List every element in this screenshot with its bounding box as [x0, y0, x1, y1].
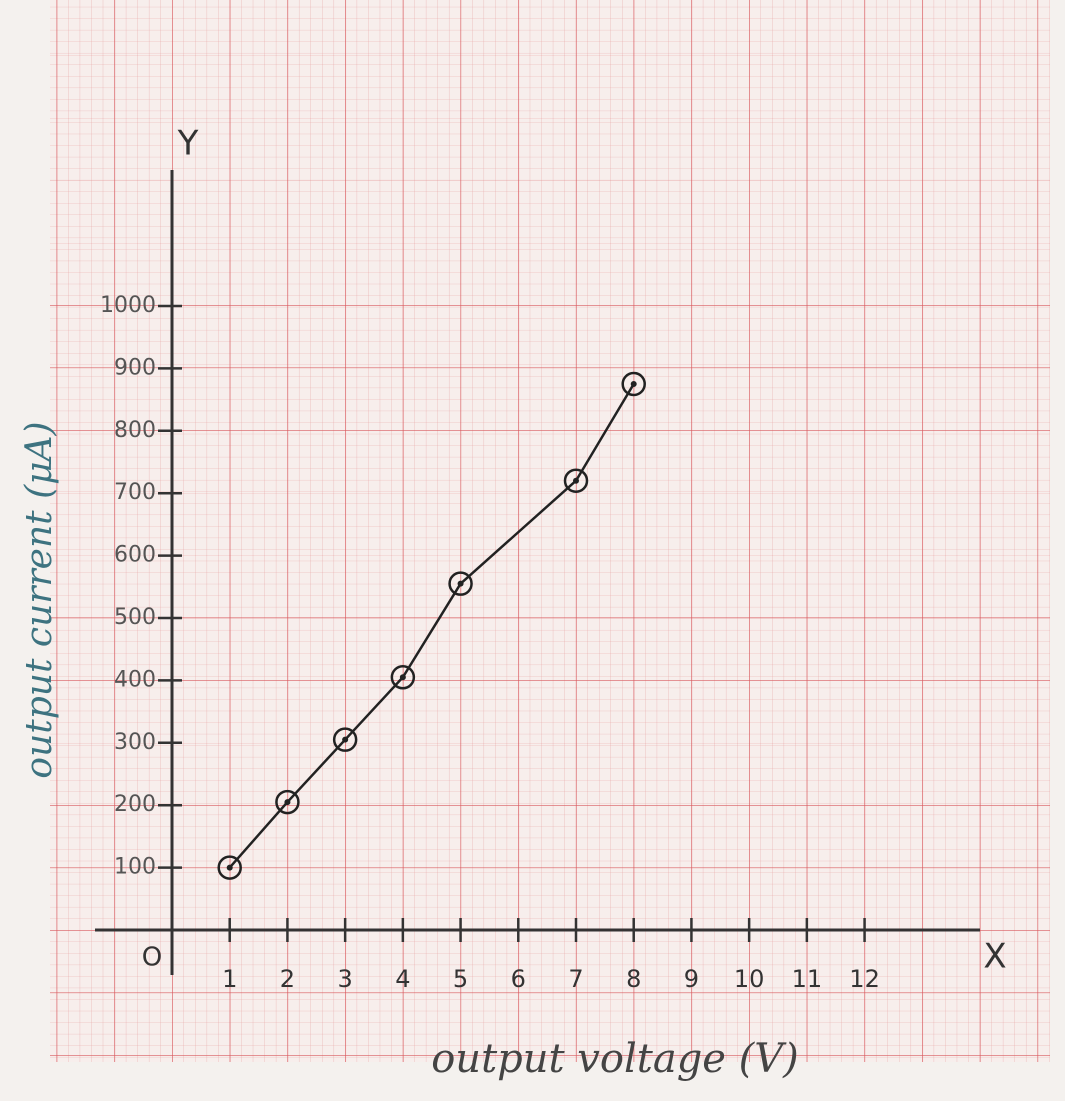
data-dot	[631, 381, 637, 387]
x-tick-label: 12	[849, 965, 880, 993]
y-tick-label: 700	[114, 480, 156, 505]
x-axis-name: X	[983, 937, 1006, 977]
page: Y X O output voltage (V) output current …	[0, 0, 1065, 1101]
x-tick-label: 11	[792, 965, 823, 993]
x-tick-label: 7	[568, 965, 583, 993]
y-tick-label: 600	[114, 543, 156, 568]
data-dot	[284, 799, 290, 805]
data-dot	[400, 674, 406, 680]
data-dot	[458, 581, 464, 587]
x-axis-label: output voltage (V)	[431, 1036, 799, 1082]
y-tick-label: 300	[114, 730, 156, 755]
graph-paper-major	[50, 0, 1050, 1062]
data-dot	[342, 737, 348, 743]
x-tick-label: 9	[684, 965, 699, 993]
y-tick-label: 200	[114, 792, 156, 817]
y-axis-name: Y	[177, 124, 199, 164]
data-dot	[573, 478, 579, 484]
y-axis-label: output current (μA)	[19, 421, 60, 778]
x-tick-label: 4	[395, 965, 410, 993]
y-tick-label: 1000	[100, 293, 156, 318]
y-tick-label: 800	[114, 418, 156, 443]
y-tick-label: 500	[114, 605, 156, 630]
x-tick-label: 2	[280, 965, 295, 993]
y-tick-label: 100	[114, 855, 156, 880]
x-tick-label: 6	[511, 965, 526, 993]
data-dot	[227, 865, 233, 871]
x-tick-label: 1	[222, 965, 237, 993]
x-tick-label: 3	[338, 965, 353, 993]
x-tick-label: 8	[626, 965, 641, 993]
y-tick-label: 400	[114, 667, 156, 692]
x-tick-label: 5	[453, 965, 468, 993]
y-tick-label: 900	[114, 355, 156, 380]
x-tick-label: 10	[734, 965, 765, 993]
chart: Y X O output voltage (V) output current …	[0, 0, 1065, 1101]
origin-label: O	[142, 943, 162, 973]
